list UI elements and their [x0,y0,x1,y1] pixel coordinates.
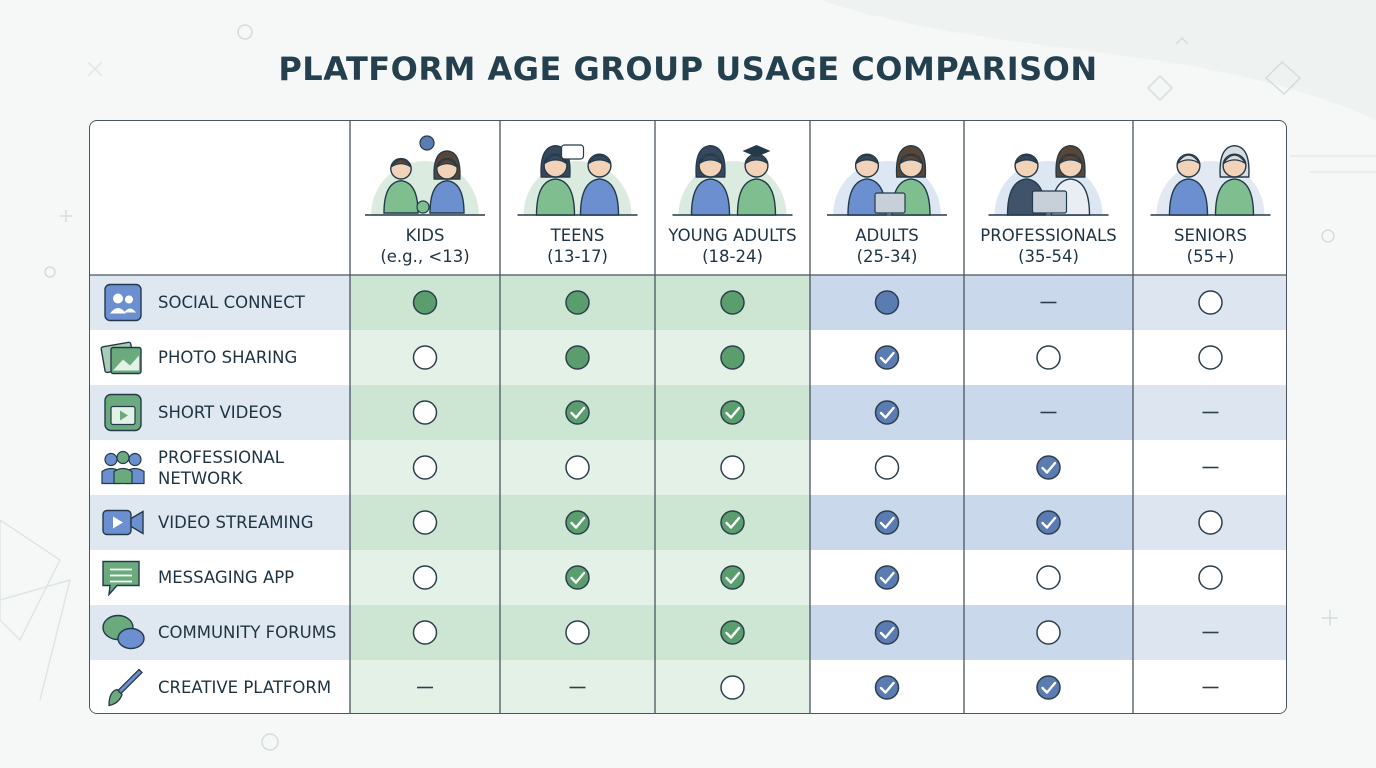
row-label: PHOTO SHARING [158,348,298,367]
value-mark-check [874,345,900,370]
value-mark-check [874,510,900,535]
column-header: KIDS (e.g., <13) [350,225,500,267]
value-mark-empty [1198,290,1223,315]
column-header-range: (35-54) [1018,247,1079,266]
value-mark-empty [1036,565,1061,590]
cell-background [350,660,500,713]
column-header: TEENS (13-17) [500,225,655,267]
value-mark-empty [720,455,745,480]
row-label: CREATIVE PLATFORM [158,678,332,697]
column-header-range: (25-34) [856,247,918,266]
forum-bubbles-icon [102,614,145,650]
users-icon [104,283,142,322]
value-mark-check [720,400,745,425]
value-mark-check [720,510,745,535]
value-mark-check [565,400,590,425]
video-clip-icon [104,393,142,432]
column-header-label: YOUNG ADULTS [668,226,797,245]
kids-playing-icon [365,135,485,216]
value-mark-empty [1198,345,1223,370]
chart-title: PLATFORM AGE GROUP USAGE COMPARISON [278,50,1098,88]
paintbrush-icon [108,668,143,707]
value-mark-empty [412,345,438,370]
value-mark-check [1036,510,1061,535]
value-mark-empty [412,565,438,590]
value-mark-empty [1036,620,1061,645]
row-label-background [90,660,350,713]
row-label-background [90,440,350,495]
table-graphics [90,121,1286,713]
value-mark-empty [412,400,438,425]
value-mark-empty [412,510,438,535]
value-mark-empty [1036,345,1061,370]
value-mark-empty [1198,510,1223,535]
graduates-icon [672,144,793,216]
column-header: ADULTS (25-34) [810,225,964,267]
value-mark-empty [1198,565,1223,590]
row-label: MESSAGING APP [158,568,295,587]
value-mark-empty [565,620,590,645]
value-mark-check [720,620,745,645]
value-mark-filled [565,290,590,315]
column-header-range: (e.g., <13) [380,247,470,266]
column-header-range: (13-17) [547,247,608,266]
column-header: PROFESSIONALS (35-54) [964,225,1133,267]
chat-icon [102,560,140,597]
value-mark-empty [874,455,900,480]
value-mark-check [565,565,590,590]
column-header-range: (18-24) [702,247,763,266]
cell-background [1133,660,1286,713]
seniors-icon [1150,144,1271,216]
column-header-label: SENIORS [1173,226,1248,245]
row-label: SOCIAL CONNECT [158,293,305,312]
adults-laptop-icon [827,144,947,216]
value-mark-empty [412,620,438,645]
column-header-label: KIDS [405,226,445,245]
value-mark-empty [412,455,438,480]
column-header: SENIORS (55+) [1133,225,1286,267]
row-label: SHORT VIDEOS [158,403,283,422]
value-mark-filled [565,345,590,370]
camera-icon [102,509,144,536]
column-header-range: (55+) [1186,247,1235,266]
value-mark-check [1036,675,1061,700]
column-header-label: ADULTS [855,226,919,245]
row-label: VIDEO STREAMING [158,513,314,532]
value-mark-check [874,675,900,700]
value-mark-check [1036,455,1061,480]
value-mark-filled [720,345,745,370]
photo-icon [100,341,142,375]
professionals-laptop-icon [988,144,1109,216]
value-mark-filled [720,290,745,315]
column-header-label: PROFESSIONALS [980,226,1117,245]
value-mark-check [874,565,900,590]
column-header: YOUNG ADULTS (18-24) [655,225,810,267]
value-mark-check [720,565,745,590]
value-mark-check [874,400,900,425]
comparison-table: KIDS (e.g., <13) TEENS (13-17) YOUNG ADULTS (… [89,120,1287,714]
teens-phones-icon [517,144,638,216]
value-mark-check [874,620,900,645]
value-mark-filled [412,290,438,315]
row-label: PROFESSIONAL NETWORK [158,447,284,488]
value-mark-check [565,510,590,535]
team-icon [101,450,145,485]
value-mark-filled [874,290,900,315]
value-mark-empty [720,675,745,700]
value-mark-empty [565,455,590,480]
column-header-label: TEENS [550,226,605,245]
row-label: COMMUNITY FORUMS [158,623,337,642]
cell-background [500,660,655,713]
